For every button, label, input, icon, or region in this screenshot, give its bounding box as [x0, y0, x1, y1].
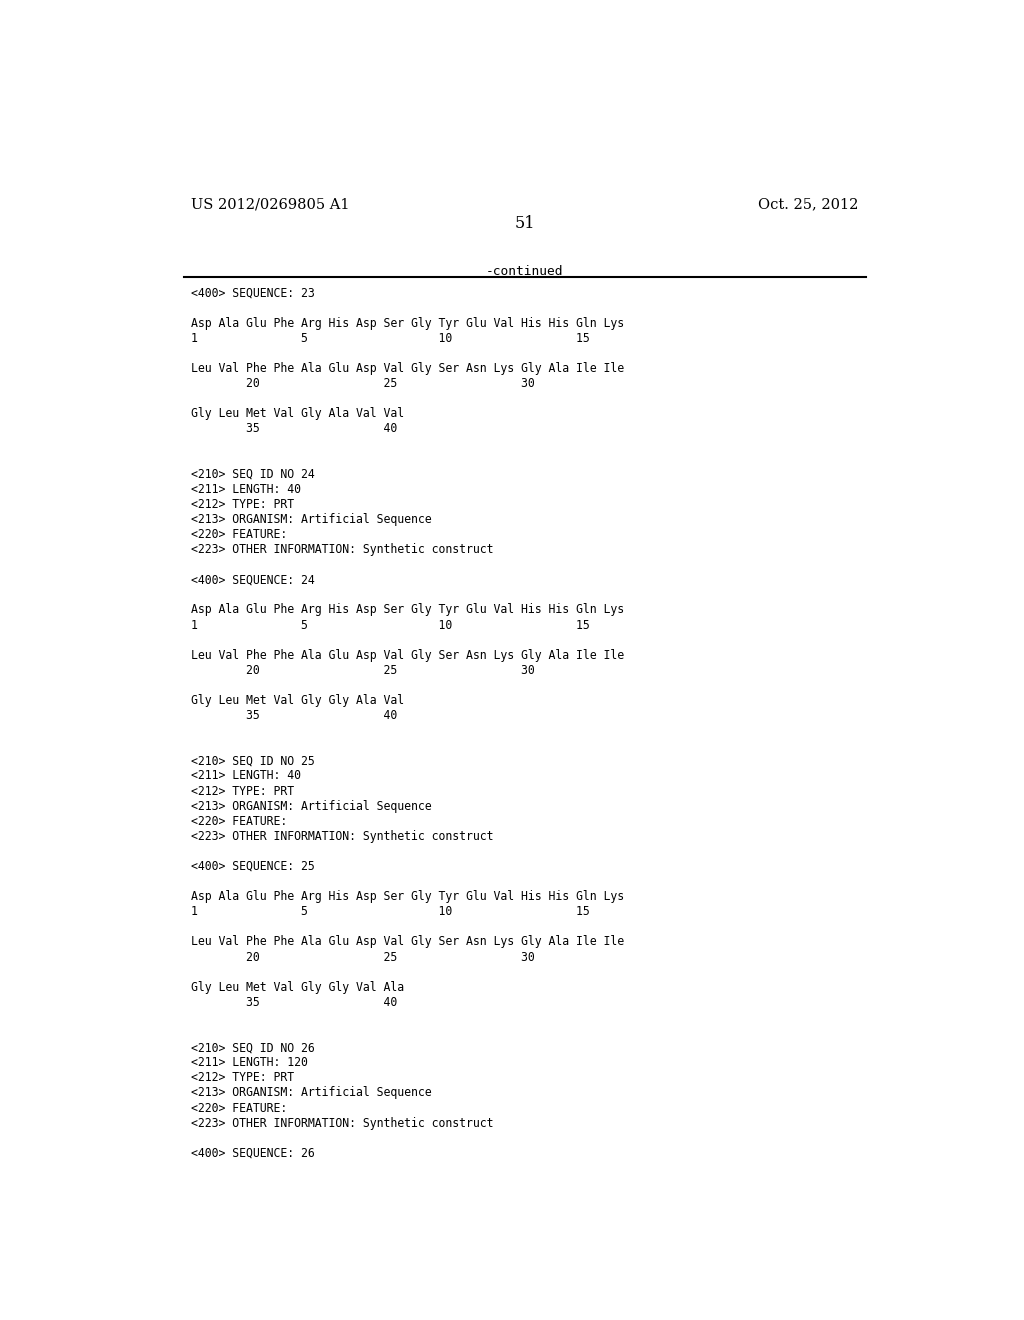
- Text: <213> ORGANISM: Artificial Sequence: <213> ORGANISM: Artificial Sequence: [191, 800, 432, 813]
- Text: <210> SEQ ID NO 26: <210> SEQ ID NO 26: [191, 1041, 315, 1055]
- Text: <211> LENGTH: 40: <211> LENGTH: 40: [191, 483, 301, 496]
- Text: <212> TYPE: PRT: <212> TYPE: PRT: [191, 498, 295, 511]
- Text: <213> ORGANISM: Artificial Sequence: <213> ORGANISM: Artificial Sequence: [191, 513, 432, 525]
- Text: 35                  40: 35 40: [191, 422, 397, 436]
- Text: Gly Leu Met Val Gly Gly Val Ala: Gly Leu Met Val Gly Gly Val Ala: [191, 981, 404, 994]
- Text: 35                  40: 35 40: [191, 709, 397, 722]
- Text: <400> SEQUENCE: 26: <400> SEQUENCE: 26: [191, 1147, 315, 1160]
- Text: <211> LENGTH: 120: <211> LENGTH: 120: [191, 1056, 308, 1069]
- Text: 1               5                   10                  15: 1 5 10 15: [191, 331, 590, 345]
- Text: Oct. 25, 2012: Oct. 25, 2012: [758, 197, 858, 211]
- Text: 1               5                   10                  15: 1 5 10 15: [191, 619, 590, 631]
- Text: 35                  40: 35 40: [191, 995, 397, 1008]
- Text: <210> SEQ ID NO 25: <210> SEQ ID NO 25: [191, 754, 315, 767]
- Text: Gly Leu Met Val Gly Ala Val Val: Gly Leu Met Val Gly Ala Val Val: [191, 407, 404, 420]
- Text: <223> OTHER INFORMATION: Synthetic construct: <223> OTHER INFORMATION: Synthetic const…: [191, 830, 494, 843]
- Text: <400> SEQUENCE: 24: <400> SEQUENCE: 24: [191, 573, 315, 586]
- Text: Leu Val Phe Phe Ala Glu Asp Val Gly Ser Asn Lys Gly Ala Ile Ile: Leu Val Phe Phe Ala Glu Asp Val Gly Ser …: [191, 362, 625, 375]
- Text: 20                  25                  30: 20 25 30: [191, 378, 536, 389]
- Text: Leu Val Phe Phe Ala Glu Asp Val Gly Ser Asn Lys Gly Ala Ile Ile: Leu Val Phe Phe Ala Glu Asp Val Gly Ser …: [191, 936, 625, 949]
- Text: Asp Ala Glu Phe Arg His Asp Ser Gly Tyr Glu Val His His Gln Lys: Asp Ala Glu Phe Arg His Asp Ser Gly Tyr …: [191, 317, 625, 330]
- Text: <400> SEQUENCE: 25: <400> SEQUENCE: 25: [191, 861, 315, 873]
- Text: <220> FEATURE:: <220> FEATURE:: [191, 1101, 288, 1114]
- Text: <220> FEATURE:: <220> FEATURE:: [191, 814, 288, 828]
- Text: 51: 51: [514, 215, 536, 232]
- Text: Asp Ala Glu Phe Arg His Asp Ser Gly Tyr Glu Val His His Gln Lys: Asp Ala Glu Phe Arg His Asp Ser Gly Tyr …: [191, 603, 625, 616]
- Text: Asp Ala Glu Phe Arg His Asp Ser Gly Tyr Glu Val His His Gln Lys: Asp Ala Glu Phe Arg His Asp Ser Gly Tyr …: [191, 890, 625, 903]
- Text: 1               5                   10                  15: 1 5 10 15: [191, 906, 590, 919]
- Text: 20                  25                  30: 20 25 30: [191, 950, 536, 964]
- Text: Gly Leu Met Val Gly Gly Ala Val: Gly Leu Met Val Gly Gly Ala Val: [191, 694, 404, 708]
- Text: <212> TYPE: PRT: <212> TYPE: PRT: [191, 784, 295, 797]
- Text: <223> OTHER INFORMATION: Synthetic construct: <223> OTHER INFORMATION: Synthetic const…: [191, 543, 494, 556]
- Text: US 2012/0269805 A1: US 2012/0269805 A1: [191, 197, 350, 211]
- Text: 20                  25                  30: 20 25 30: [191, 664, 536, 677]
- Text: <220> FEATURE:: <220> FEATURE:: [191, 528, 288, 541]
- Text: <213> ORGANISM: Artificial Sequence: <213> ORGANISM: Artificial Sequence: [191, 1086, 432, 1100]
- Text: <211> LENGTH: 40: <211> LENGTH: 40: [191, 770, 301, 783]
- Text: <212> TYPE: PRT: <212> TYPE: PRT: [191, 1072, 295, 1084]
- Text: <400> SEQUENCE: 23: <400> SEQUENCE: 23: [191, 286, 315, 300]
- Text: Leu Val Phe Phe Ala Glu Asp Val Gly Ser Asn Lys Gly Ala Ile Ile: Leu Val Phe Phe Ala Glu Asp Val Gly Ser …: [191, 648, 625, 661]
- Text: <223> OTHER INFORMATION: Synthetic construct: <223> OTHER INFORMATION: Synthetic const…: [191, 1117, 494, 1130]
- Text: -continued: -continued: [486, 265, 563, 279]
- Text: <210> SEQ ID NO 24: <210> SEQ ID NO 24: [191, 467, 315, 480]
